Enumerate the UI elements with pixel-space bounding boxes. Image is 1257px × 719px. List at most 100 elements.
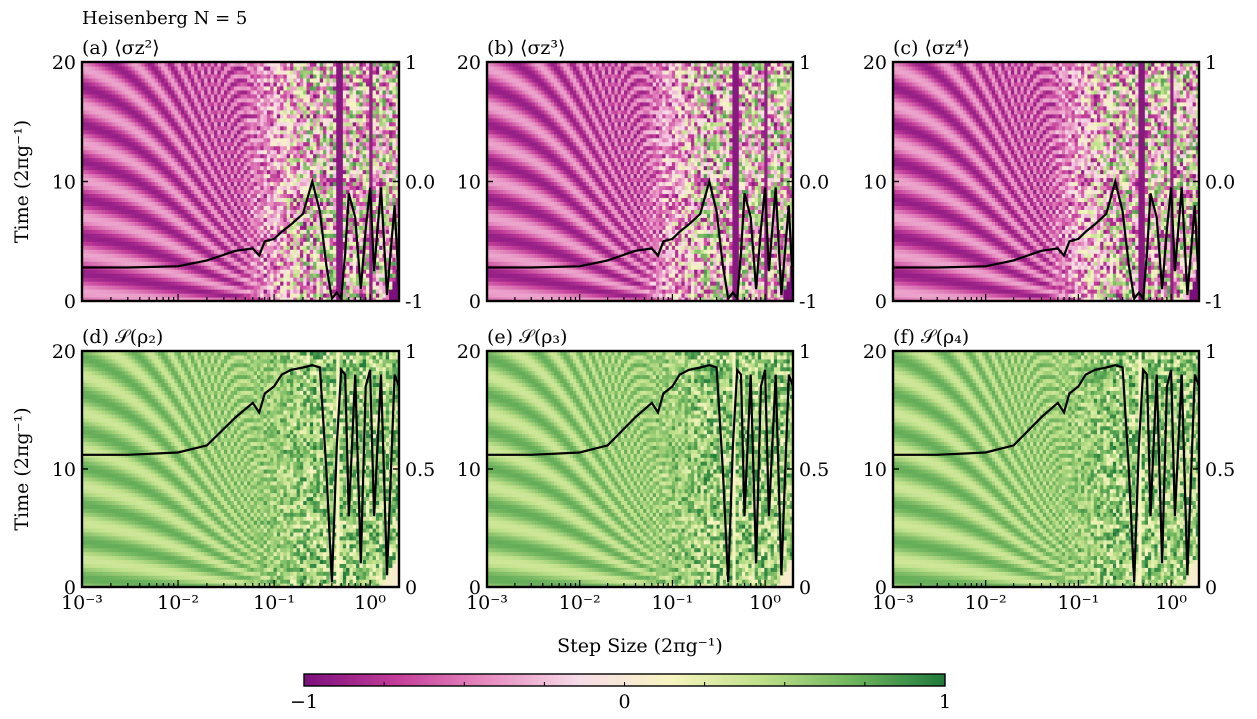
heatmap-cell: [154, 77, 159, 83]
heatmap-cell: [121, 237, 126, 242]
heatmap-cell: [167, 141, 172, 147]
heatmap-cell: [270, 293, 275, 298]
heatmap-cell: [115, 233, 119, 238]
heatmap-cell: [349, 101, 354, 107]
heatmap-cell: [164, 245, 169, 250]
heatmap-cell: [141, 62, 146, 67]
heatmap-cell: [276, 89, 281, 95]
heatmap-cell: [352, 257, 357, 262]
heatmap-cell: [299, 97, 304, 103]
heatmap-cell: [220, 93, 225, 99]
heatmap-cell: [319, 245, 324, 250]
heatmap-cell: [233, 77, 238, 83]
heatmap-cell: [303, 181, 308, 187]
heatmap-cell: [230, 109, 235, 115]
heatmap-cell: [217, 201, 222, 206]
heatmap-cell: [200, 205, 205, 210]
heatmap-cell: [237, 181, 242, 187]
heatmap-cell: [91, 141, 96, 147]
heatmap-cell: [223, 125, 228, 131]
heatmap-cell: [260, 181, 265, 187]
heatmap-cell: [197, 245, 202, 250]
heatmap-cell: [177, 141, 182, 147]
heatmap-cell: [352, 237, 357, 242]
heatmap-cell: [141, 169, 146, 175]
heatmap-cell: [220, 113, 225, 119]
heatmap-cell: [332, 225, 337, 230]
heatmap-cell: [207, 133, 212, 139]
heatmap-cell: [316, 62, 321, 67]
heatmap-cell: [111, 65, 116, 71]
heatmap-cell: [91, 81, 96, 87]
heatmap-cell: [247, 69, 251, 75]
heatmap-cell: [253, 81, 258, 87]
heatmap-cell: [306, 89, 311, 95]
heatmap-cell: [154, 101, 159, 107]
heatmap-cell: [227, 257, 232, 262]
heatmap-cell: [187, 153, 192, 159]
heatmap-cell: [247, 225, 251, 230]
heatmap-cell: [349, 165, 354, 171]
heatmap-cell: [124, 213, 129, 218]
heatmap-cell: [276, 149, 281, 155]
heatmap-cell: [319, 281, 324, 286]
heatmap-cell: [220, 69, 225, 75]
heatmap-cell: [257, 265, 261, 270]
heatmap-cell: [223, 97, 228, 103]
heatmap-cell: [270, 277, 275, 282]
heatmap-cell: [121, 209, 126, 214]
heatmap-cell: [352, 145, 357, 151]
heatmap-cell: [95, 261, 100, 266]
heatmap-cell: [151, 65, 156, 71]
heatmap-cell: [253, 277, 258, 282]
heatmap-cell: [237, 69, 242, 75]
heatmap-cell: [144, 85, 149, 91]
heatmap-cell: [124, 201, 129, 206]
heatmap-cell: [253, 209, 258, 214]
heatmap-cell: [270, 121, 275, 127]
heatmap-cell: [326, 141, 331, 147]
heatmap-cell: [326, 62, 331, 67]
heatmap-cell: [332, 149, 337, 155]
heatmap-cell: [108, 205, 113, 210]
heatmap-cell: [190, 117, 195, 123]
heatmap-cell: [134, 189, 139, 195]
heatmap-cell: [167, 193, 172, 199]
heatmap-cell: [237, 269, 242, 274]
heatmap-cell: [230, 289, 235, 294]
heatmap-cell: [108, 269, 113, 274]
heatmap-cell: [200, 265, 205, 270]
heatmap-cell: [263, 93, 268, 99]
heatmap-cell: [194, 141, 199, 147]
heatmap-cell: [134, 65, 139, 71]
heatmap-cell: [184, 193, 189, 199]
heatmap-cell: [161, 117, 166, 123]
heatmap-cell: [339, 121, 344, 127]
heatmap-cell: [346, 165, 351, 171]
heatmap-cell: [184, 293, 189, 298]
heatmap-cell: [217, 169, 222, 175]
heatmap-cell: [270, 265, 275, 270]
heatmap-cell: [177, 133, 182, 139]
heatmap-cell: [352, 169, 357, 175]
heatmap-cell: [197, 277, 202, 282]
heatmap-cell: [250, 213, 255, 218]
heatmap-cell: [227, 73, 232, 79]
heatmap-cell: [200, 285, 205, 290]
heatmap-cell: [118, 161, 123, 167]
heatmap-cell: [128, 261, 133, 266]
heatmap-cell: [290, 249, 294, 254]
heatmap-cell: [207, 77, 212, 83]
heatmap-cell: [293, 169, 298, 175]
heatmap-cell: [167, 293, 172, 298]
heatmap-cell: [316, 273, 321, 278]
heatmap-cell: [220, 125, 225, 131]
heatmap-cell: [190, 213, 195, 218]
heatmap-cell: [177, 117, 182, 123]
heatmap-cell: [332, 237, 337, 242]
heatmap-cell: [250, 193, 255, 199]
heatmap-cell: [148, 125, 152, 131]
heatmap-cell: [243, 241, 248, 246]
heatmap-cell: [207, 241, 212, 246]
heatmap-cell: [204, 149, 209, 155]
